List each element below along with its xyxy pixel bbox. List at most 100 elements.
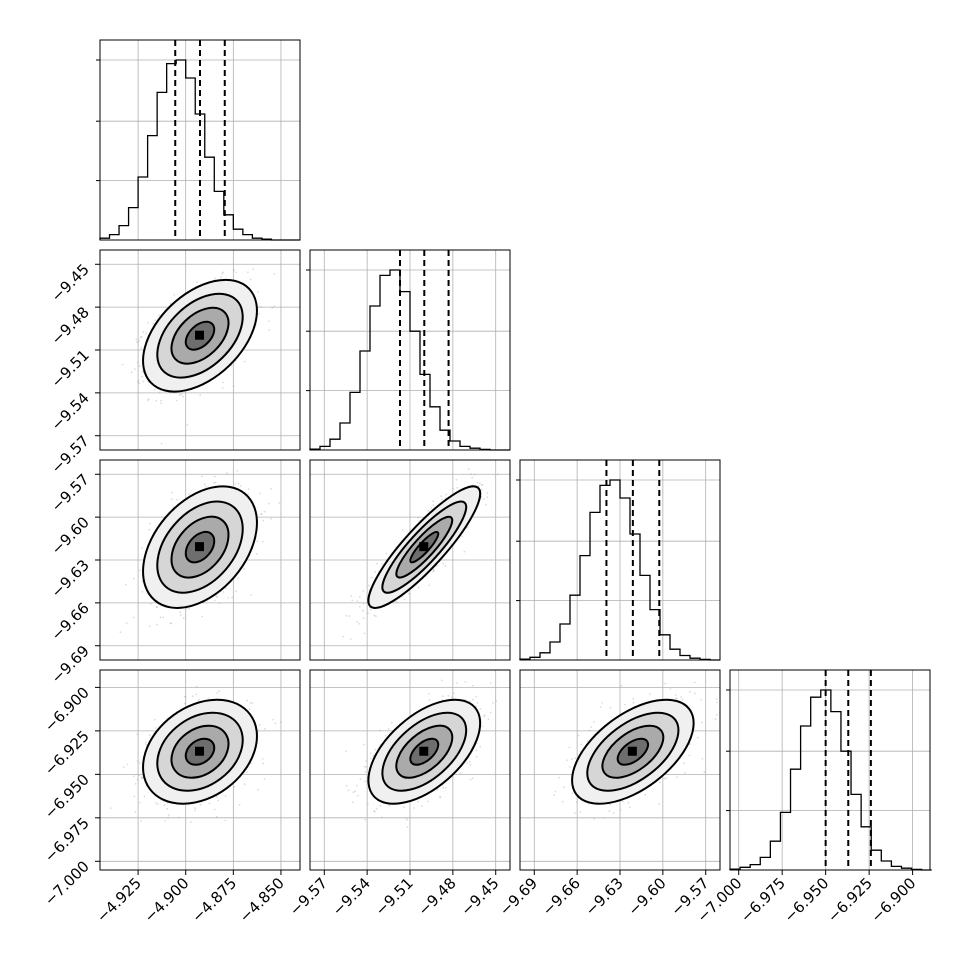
scatter-point — [215, 595, 218, 597]
scatter-point — [243, 568, 246, 570]
histogram-step — [729, 689, 932, 871]
scatter-point — [126, 763, 129, 766]
scatter-point — [345, 614, 348, 617]
scatter-point — [396, 601, 398, 603]
scatter-point — [221, 272, 224, 275]
scatter-point — [182, 395, 184, 398]
scatter-point — [139, 569, 141, 572]
scatter-point — [273, 305, 276, 307]
scatter-point — [461, 535, 463, 537]
scatter-point — [370, 576, 373, 579]
scatter-point — [472, 698, 474, 701]
scatter-point — [139, 336, 142, 339]
scatter-point — [456, 486, 459, 489]
scatter-point — [351, 599, 354, 602]
scatter-point — [262, 762, 265, 765]
scatter-point — [153, 718, 156, 721]
scatter-point — [153, 388, 156, 391]
scatter-point — [428, 699, 431, 701]
scatter-point — [183, 695, 186, 698]
scatter-point — [141, 590, 144, 593]
scatter-point — [417, 586, 420, 589]
hist-frame — [309, 249, 511, 451]
scatter-point — [140, 776, 143, 779]
scatter-point — [432, 500, 435, 503]
scatter-point — [426, 800, 429, 803]
scatter-point — [147, 321, 149, 324]
scatter-point — [362, 609, 364, 612]
scatter-point — [230, 364, 233, 367]
hist-frame — [519, 459, 721, 661]
scatter-point — [260, 513, 262, 515]
hist-frame — [99, 39, 301, 241]
scatter-point — [148, 625, 151, 628]
scatter-point — [356, 600, 359, 603]
scatter-point — [124, 583, 127, 586]
scatter-point — [164, 820, 166, 822]
scatter-point — [132, 616, 135, 619]
scatter-point — [213, 482, 216, 484]
scatter-point — [271, 307, 274, 309]
scatter-point — [195, 685, 198, 688]
scatter-point — [482, 498, 485, 501]
scatter-point — [198, 698, 200, 701]
scatter-point — [452, 487, 454, 490]
scatter-point — [258, 723, 261, 726]
scatter-point — [417, 516, 420, 519]
scatter-point — [136, 381, 139, 383]
scatter-point — [109, 807, 112, 809]
scatter-point — [218, 690, 221, 692]
scatter-point — [190, 821, 192, 824]
contour-line-2 — [156, 292, 244, 379]
scatter-point — [375, 807, 378, 810]
scatter-point — [447, 694, 450, 697]
density-peak — [195, 746, 204, 756]
scatter-point — [195, 693, 198, 696]
scatter-point — [250, 594, 253, 596]
scatter-point — [467, 468, 470, 471]
scatter-point — [358, 596, 361, 598]
scatter-point — [263, 778, 266, 780]
scatter-point — [145, 332, 148, 335]
scatter-point — [170, 622, 173, 625]
scatter-point — [213, 808, 216, 811]
contour-line-0 — [184, 737, 216, 766]
scatter-point — [218, 602, 221, 605]
scatter-point — [138, 339, 140, 342]
scatter-point — [235, 590, 238, 593]
scatter-point — [260, 513, 263, 516]
scatter-point — [154, 319, 156, 321]
scatter-point — [233, 785, 236, 788]
scatter-point — [441, 695, 444, 698]
scatter-point — [196, 281, 198, 283]
scatter-point — [367, 584, 370, 587]
scatter-point — [408, 592, 410, 595]
scatter-point — [427, 510, 430, 512]
scatter-point — [450, 696, 453, 699]
scatter-point — [440, 679, 443, 682]
scatter-point — [249, 701, 252, 704]
scatter-point — [264, 728, 266, 730]
scatter-point — [156, 606, 159, 608]
scatter-point — [342, 635, 345, 638]
scatter-point — [133, 775, 136, 778]
scatter-point — [162, 616, 165, 619]
scatter-point — [170, 498, 173, 500]
scatter-point — [138, 365, 141, 368]
scatter-point — [158, 314, 160, 317]
contour-line-3 — [367, 485, 482, 609]
scatter-point — [188, 493, 191, 496]
scatter-point — [469, 778, 472, 781]
scatter-point — [401, 529, 404, 532]
scatter-point — [155, 623, 158, 626]
scatter-point — [272, 718, 274, 721]
scatter-point — [348, 615, 351, 618]
scatter-point — [278, 502, 281, 504]
scatter-point — [220, 276, 223, 278]
contour-line-0 — [184, 320, 216, 351]
scatter-point — [138, 762, 141, 764]
panel-frame — [309, 459, 511, 661]
scatter-point — [262, 519, 265, 522]
scatter-point — [373, 809, 376, 812]
scatter-point — [413, 807, 415, 809]
